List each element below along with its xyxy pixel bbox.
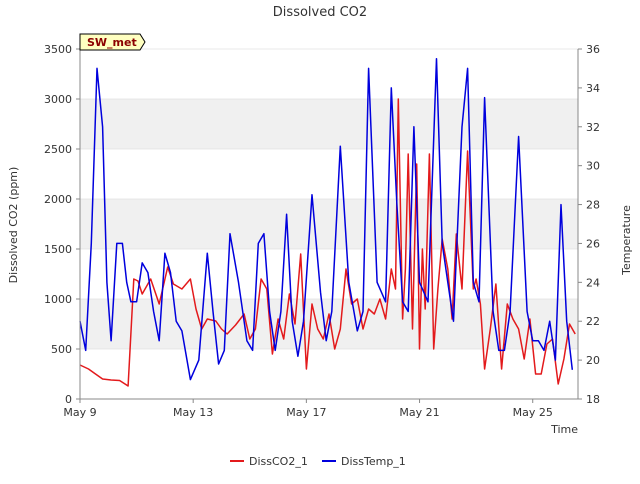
chart-title: Dissolved CO2 xyxy=(273,5,367,20)
y-right-axis-label: Temperature xyxy=(620,205,633,276)
legend: DissCO2_1 DissTemp_1 xyxy=(230,455,406,468)
y-left-tick-label: 2000 xyxy=(44,193,72,206)
x-tick-label: May 9 xyxy=(63,406,96,419)
series-layer xyxy=(79,57,576,387)
x-axis-label: Time xyxy=(550,423,578,436)
y-left-axis-label: Dissolved CO2 (ppm) xyxy=(7,167,20,284)
station-badge-label: SW_met xyxy=(87,36,137,49)
y-left-tick-label: 3000 xyxy=(44,93,72,106)
y-right-tick-label: 22 xyxy=(586,315,600,328)
legend-label: DissTemp_1 xyxy=(341,455,406,468)
station-badge: SW_met xyxy=(79,33,146,51)
grid-band xyxy=(80,99,578,149)
legend-label: DissCO2_1 xyxy=(249,455,308,468)
series-line-DissCO2_1 xyxy=(79,98,576,387)
y-left-tick-label: 1000 xyxy=(44,293,72,306)
axes-layer: 0 500 1000 1500 2000 2500 3000 3500 18 20 22 24 26 28… xyxy=(44,43,600,419)
y-right-tick-label: 32 xyxy=(586,121,600,134)
y-left-tick-label: 3500 xyxy=(44,43,72,56)
y-right-tick-label: 34 xyxy=(586,82,600,95)
x-tick-label: May 21 xyxy=(399,406,439,419)
y-right-tick-label: 20 xyxy=(586,354,600,367)
grid-band xyxy=(80,199,578,249)
y-left-tick-label: 0 xyxy=(65,393,72,406)
x-tick-label: May 13 xyxy=(173,406,213,419)
y-left-tick-label: 2500 xyxy=(44,143,72,156)
series-line-DissTemp_1 xyxy=(79,57,574,381)
y-right-tick-label: 28 xyxy=(586,199,600,212)
y-right-tick-label: 26 xyxy=(586,237,600,250)
x-tick-label: May 25 xyxy=(513,406,553,419)
x-tick-label: May 17 xyxy=(286,406,326,419)
y-right-tick-label: 24 xyxy=(586,276,600,289)
y-left-tick-label: 1500 xyxy=(44,243,72,256)
y-right-tick-label: 30 xyxy=(586,160,600,173)
y-right-tick-label: 18 xyxy=(586,393,600,406)
y-right-tick-label: 36 xyxy=(586,43,600,56)
y-left-tick-label: 500 xyxy=(51,343,72,356)
